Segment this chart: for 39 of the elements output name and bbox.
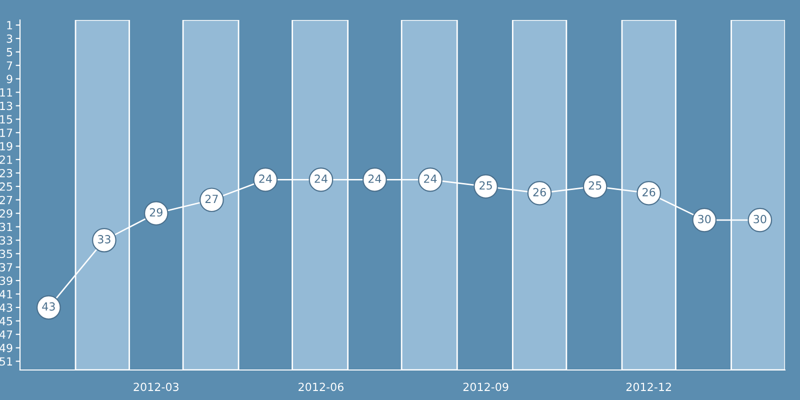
data-label: 29 — [150, 208, 162, 217]
y-tick-label: 33 — [0, 236, 12, 245]
data-label: 26 — [533, 188, 546, 196]
y-tick-label: 31 — [0, 222, 12, 232]
data-label: 33 — [98, 235, 110, 244]
data-label: 24 — [259, 174, 272, 183]
data-label: 24 — [368, 174, 382, 183]
y-tick-label: 1 — [7, 21, 12, 30]
y-tick-label: 27 — [0, 196, 12, 204]
data-label: 25 — [480, 181, 492, 190]
y-tick-label: 15 — [0, 115, 12, 124]
y-tick-label: 35 — [0, 250, 12, 258]
y-tick-label: 17 — [0, 128, 12, 137]
x-tick-label: 2012-03 — [134, 382, 178, 392]
data-label: 24 — [424, 174, 437, 183]
y-tick-label: 25 — [0, 182, 12, 191]
y-tick-label: 23 — [0, 168, 12, 178]
data-label: 26 — [642, 188, 656, 196]
y-tick-label: 51 — [0, 357, 12, 366]
y-tick-label: 7 — [6, 62, 12, 70]
y-tick-label: 21 — [0, 156, 12, 164]
data-label: 27 — [205, 194, 218, 203]
data-label: 43 — [42, 302, 55, 311]
y-tick-label: 29 — [0, 209, 12, 218]
x-tick-label: 2012-12 — [626, 382, 671, 392]
data-label: 25 — [588, 181, 602, 190]
x-tick-label: 2012-09 — [463, 382, 508, 392]
y-tick-label: 19 — [0, 142, 12, 150]
data-label: 30 — [698, 214, 711, 224]
y-tick-label: 13 — [0, 102, 12, 110]
y-tick-label: 3 — [6, 34, 12, 43]
y-tick-label: 37 — [0, 263, 12, 272]
data-label: 30 — [754, 214, 766, 224]
y-tick-label: 11 — [0, 88, 12, 97]
y-tick-label: 5 — [6, 48, 12, 56]
y-tick-label: 9 — [6, 74, 12, 84]
x-tick-label: 2012-06 — [298, 382, 344, 392]
y-tick-label: 39 — [0, 276, 12, 285]
data-label: 24 — [314, 174, 328, 183]
